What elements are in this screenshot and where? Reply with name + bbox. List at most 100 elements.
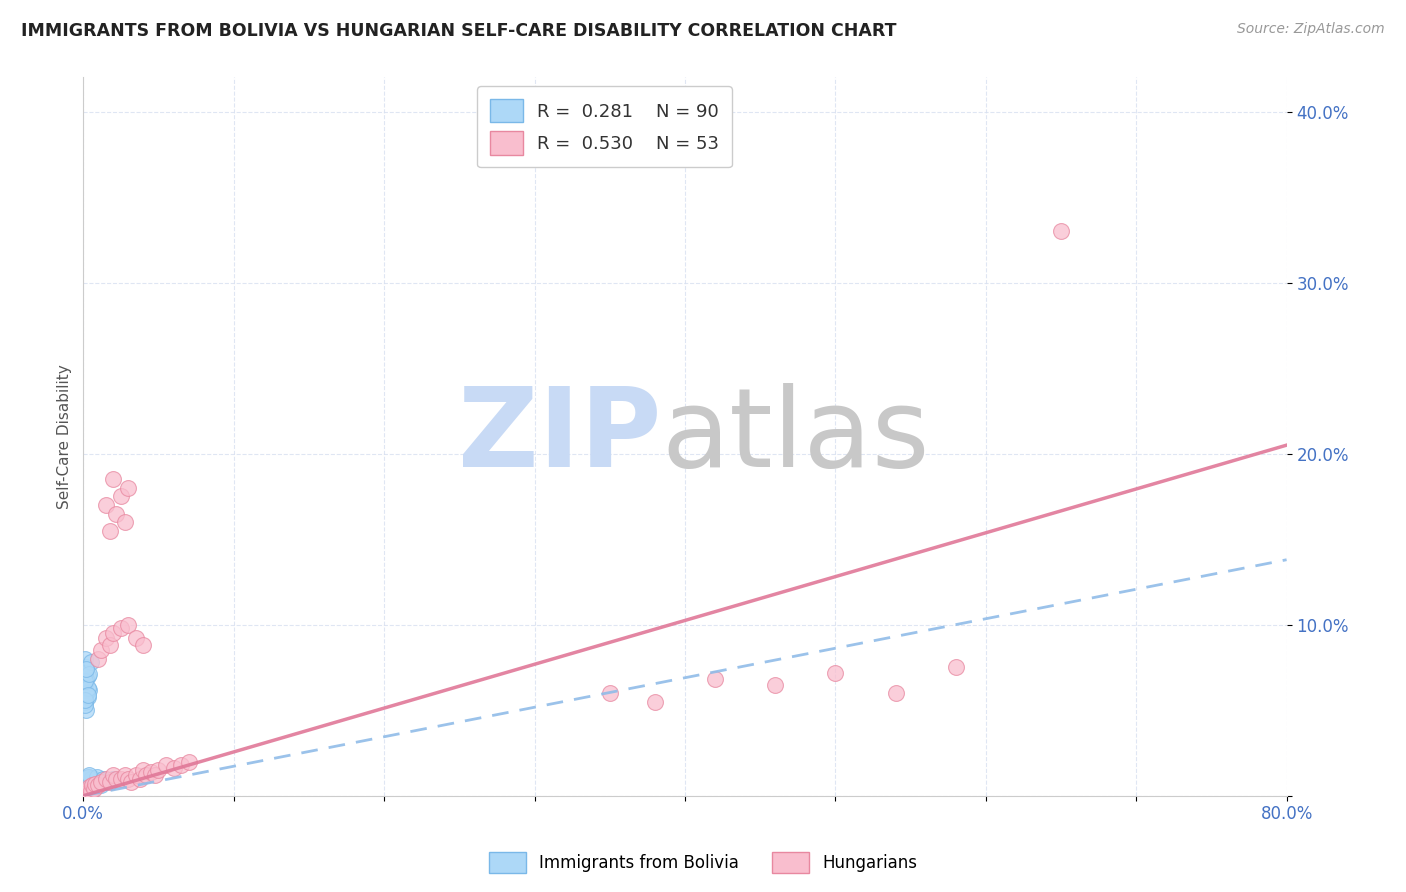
Point [76, 783, 98, 797]
Point [83, 779, 105, 793]
Point [94, 498, 117, 512]
Point [94, 775, 117, 789]
Point [75, 777, 97, 791]
Point [79, 775, 101, 789]
Point [76, 775, 98, 789]
Point [80, 777, 103, 791]
Point [73, 785, 96, 799]
Point [84, 777, 107, 791]
Point [73, 783, 96, 797]
Point [120, 775, 142, 789]
Point [79, 785, 101, 799]
Point [75, 787, 97, 801]
Point [76, 780, 98, 795]
Point [139, 764, 162, 779]
Point [79, 770, 101, 784]
Point [75, 783, 97, 797]
Point [170, 758, 193, 772]
Point [80, 780, 103, 795]
Point [87, 779, 110, 793]
Point [75, 779, 97, 793]
Point [73, 781, 96, 796]
Point [79, 785, 101, 799]
Point [135, 768, 157, 782]
Point [86, 770, 108, 784]
Point [91, 772, 114, 786]
Point [73, 781, 96, 796]
Point [75, 783, 97, 797]
Point [80, 783, 103, 797]
Point [75, 787, 97, 801]
Point [84, 780, 107, 795]
Point [87, 652, 110, 666]
Point [114, 768, 136, 782]
Point [73, 652, 96, 666]
Point [132, 638, 155, 652]
Point [75, 783, 97, 797]
Point [73, 780, 96, 795]
Point [80, 783, 103, 797]
Point [103, 472, 125, 486]
Point [82, 779, 104, 793]
Point [75, 783, 97, 797]
Point [73, 783, 96, 797]
Point [98, 638, 121, 652]
Point [90, 643, 112, 657]
Point [73, 665, 96, 680]
Point [884, 686, 907, 700]
Point [79, 667, 101, 681]
Point [87, 777, 110, 791]
Point [90, 775, 112, 789]
Point [132, 763, 155, 777]
Point [155, 758, 177, 772]
Point [79, 781, 101, 796]
Point [110, 772, 132, 786]
Point [73, 695, 96, 709]
Point [79, 783, 101, 797]
Point [83, 773, 105, 788]
Point [76, 772, 98, 786]
Point [103, 626, 125, 640]
Point [80, 785, 103, 799]
Point [824, 665, 846, 680]
Point [73, 693, 96, 707]
Point [76, 785, 98, 799]
Point [75, 673, 97, 687]
Point [125, 768, 148, 782]
Point [73, 783, 96, 797]
Point [75, 787, 97, 801]
Point [145, 768, 167, 782]
Point [76, 690, 98, 704]
Point [75, 781, 97, 796]
Point [94, 772, 117, 786]
Point [90, 773, 112, 788]
Point [114, 515, 136, 529]
Point [129, 772, 152, 786]
Point [75, 775, 97, 789]
Point [76, 777, 98, 791]
Point [84, 777, 107, 791]
Point [76, 770, 98, 784]
Point [76, 681, 98, 695]
Point [82, 779, 104, 793]
Text: atlas: atlas [661, 383, 929, 490]
Point [79, 768, 101, 782]
Point [94, 632, 117, 646]
Text: Source: ZipAtlas.com: Source: ZipAtlas.com [1237, 22, 1385, 37]
Point [148, 763, 170, 777]
Point [79, 682, 101, 697]
Text: ZIP: ZIP [457, 383, 661, 490]
Point [82, 780, 104, 795]
Point [98, 773, 121, 788]
Point [80, 781, 103, 796]
Point [73, 780, 96, 795]
Point [90, 779, 112, 793]
Point [79, 780, 101, 795]
Point [98, 775, 121, 789]
Point [83, 781, 105, 796]
Point [73, 698, 96, 712]
Point [73, 677, 96, 691]
Point [76, 785, 98, 799]
Point [80, 656, 103, 670]
Point [105, 772, 128, 786]
